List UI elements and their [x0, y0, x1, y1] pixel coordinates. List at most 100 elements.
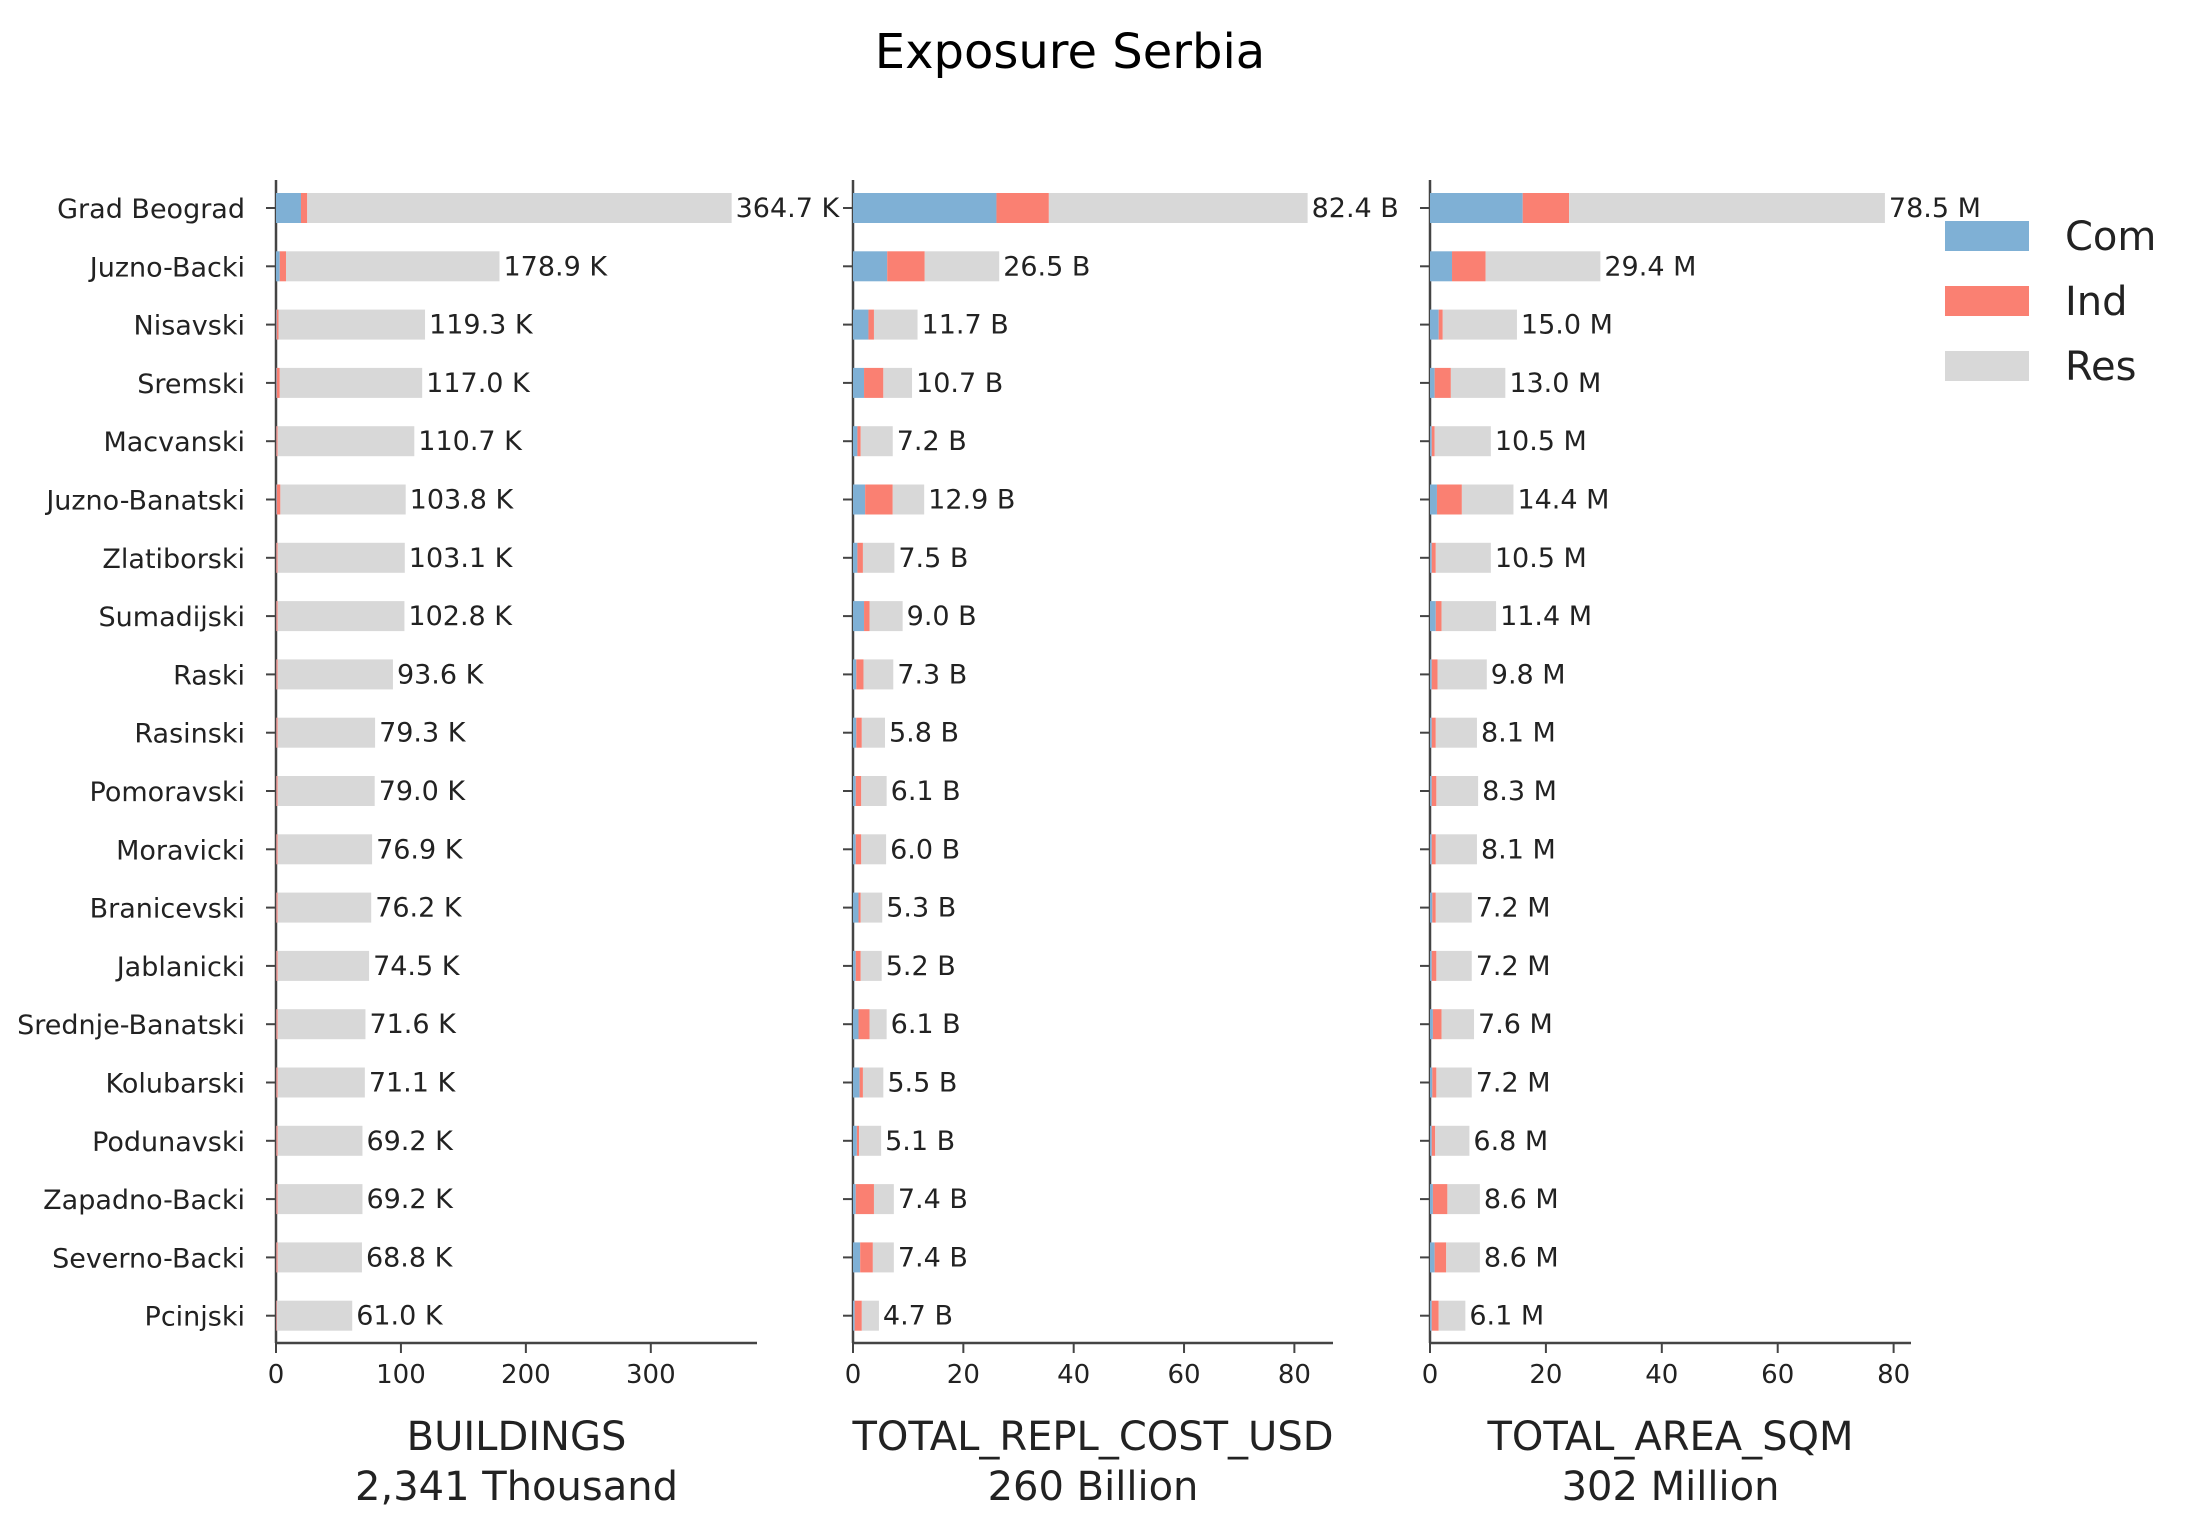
- x-tick-label: 20: [1529, 1360, 1562, 1390]
- bar-segment-res: [1436, 776, 1479, 806]
- bar-total-label: 7.2 M: [1476, 893, 1551, 924]
- bar-segment-res: [277, 1125, 363, 1156]
- bar-segment-res: [863, 659, 894, 690]
- bar-segment-com: [276, 484, 277, 515]
- bar-segment-com: [853, 717, 857, 748]
- bar-segment-ind: [276, 834, 278, 865]
- bar-segment-res: [1441, 601, 1497, 632]
- bar-segment-res: [1436, 1067, 1472, 1098]
- bar-segment-com: [1430, 776, 1432, 806]
- legend-label-ind: Ind: [2065, 279, 2128, 325]
- bar-total-label: 7.6 M: [1478, 1009, 1553, 1040]
- bar-segment-res: [278, 309, 426, 340]
- bar-segment-res: [277, 1009, 366, 1040]
- bar-segment-com: [1430, 834, 1432, 865]
- x-tick-label: 300: [626, 1360, 676, 1390]
- bar-segment-ind: [1431, 834, 1436, 865]
- category-label: Kolubarski: [106, 1069, 245, 1100]
- bar-segment-ind: [887, 251, 925, 282]
- x-tick-label: 0: [845, 1360, 862, 1390]
- x-tick-label: 200: [501, 1360, 551, 1390]
- bar-segment-res: [1461, 484, 1514, 515]
- x-axis-subtitle: 302 Million: [1562, 1464, 1780, 1510]
- bar-segment-com: [853, 1067, 860, 1098]
- bar-segment-res: [1441, 1009, 1475, 1040]
- bar-segment-ind: [1432, 1009, 1442, 1040]
- bar-segment-ind: [276, 1125, 278, 1156]
- bar-segment-res: [860, 892, 883, 923]
- bar-total-label: 68.8 K: [366, 1242, 454, 1273]
- bar-segment-res: [860, 950, 882, 981]
- bar-total-label: 79.0 K: [379, 776, 467, 807]
- bar-segment-ind: [1431, 659, 1438, 690]
- bar-segment-res: [1442, 309, 1517, 340]
- bar-total-label: 103.1 K: [409, 543, 514, 574]
- x-tick-label: 80: [1278, 1360, 1311, 1390]
- x-tick-label: 0: [268, 1360, 285, 1390]
- bar-segment-com: [853, 542, 858, 573]
- bar-segment-res: [892, 484, 925, 515]
- bar-total-label: 29.4 M: [1604, 251, 1696, 282]
- bar-segment-com: [1430, 1125, 1432, 1156]
- bar-segment-com: [853, 193, 997, 223]
- category-label: Zapadno-Backi: [43, 1185, 245, 1216]
- chart-title: Exposure Serbia: [875, 24, 1265, 80]
- bar-segment-ind: [1431, 1125, 1436, 1156]
- bar-segment-res: [277, 776, 375, 806]
- bar-total-label: 5.8 B: [889, 718, 959, 749]
- bar-segment-ind: [276, 659, 278, 690]
- bar-segment-res: [277, 659, 393, 690]
- bar-segment-ind: [1431, 717, 1436, 748]
- category-label: Zlatiborski: [102, 544, 245, 575]
- bar-segment-ind: [1432, 1067, 1437, 1098]
- bar-segment-res: [277, 601, 405, 632]
- bar-segment-res: [1435, 717, 1477, 748]
- bar-segment-com: [1430, 717, 1432, 748]
- bar-segment-res: [873, 309, 918, 340]
- bar-total-label: 110.7 K: [418, 426, 523, 457]
- bar-segment-res: [862, 542, 895, 573]
- bar-total-label: 178.9 K: [504, 251, 609, 282]
- bar-total-label: 4.7 B: [883, 1301, 953, 1332]
- bar-total-label: 10.5 M: [1495, 426, 1587, 457]
- x-axis-subtitle: 260 Billion: [988, 1464, 1199, 1510]
- bar-segment-ind: [865, 484, 893, 515]
- bar-total-label: 13.0 M: [1509, 368, 1601, 399]
- bar-segment-ind: [279, 251, 286, 282]
- bar-segment-res: [277, 1184, 363, 1215]
- bar-segment-res: [1569, 193, 1885, 223]
- bar-total-label: 10.7 B: [916, 368, 1003, 399]
- bar-segment-com: [853, 309, 869, 340]
- legend-label-res: Res: [2065, 344, 2136, 390]
- bar-segment-res: [862, 1067, 884, 1098]
- bar-segment-res: [872, 1242, 894, 1273]
- bar-total-label: 61.0 K: [356, 1301, 444, 1332]
- bar-segment-com: [1430, 659, 1432, 690]
- bar-segment-ind: [855, 834, 862, 865]
- bar-segment-res: [307, 193, 732, 223]
- x-axis-label: BUILDINGS: [407, 1414, 627, 1460]
- bar-segment-com: [853, 776, 856, 806]
- bar-segment-res: [277, 950, 370, 981]
- bar-segment-ind: [276, 426, 278, 457]
- bar-segment-res: [1485, 251, 1601, 282]
- bar-total-label: 7.2 M: [1476, 1068, 1551, 1099]
- bar-segment-res: [277, 542, 405, 573]
- x-axis-label: TOTAL_REPL_COST_USD: [851, 1414, 1333, 1460]
- bar-segment-ind: [276, 776, 278, 806]
- bar-segment-ind: [276, 309, 279, 340]
- bar-total-label: 364.7 K: [736, 193, 841, 224]
- bar-segment-com: [853, 426, 858, 457]
- x-axis-label: TOTAL_AREA_SQM: [1486, 1414, 1853, 1460]
- bar-segment-ind: [1432, 892, 1436, 923]
- bar-segment-ind: [855, 1184, 874, 1215]
- x-tick-label: 60: [1761, 1360, 1794, 1390]
- category-label: Grad Beograd: [57, 194, 245, 225]
- bar-segment-com: [1430, 1067, 1433, 1098]
- legend-swatch-res: [1945, 351, 2029, 381]
- bar-segment-res: [1438, 1300, 1466, 1331]
- bar-total-label: 11.7 B: [922, 310, 1009, 341]
